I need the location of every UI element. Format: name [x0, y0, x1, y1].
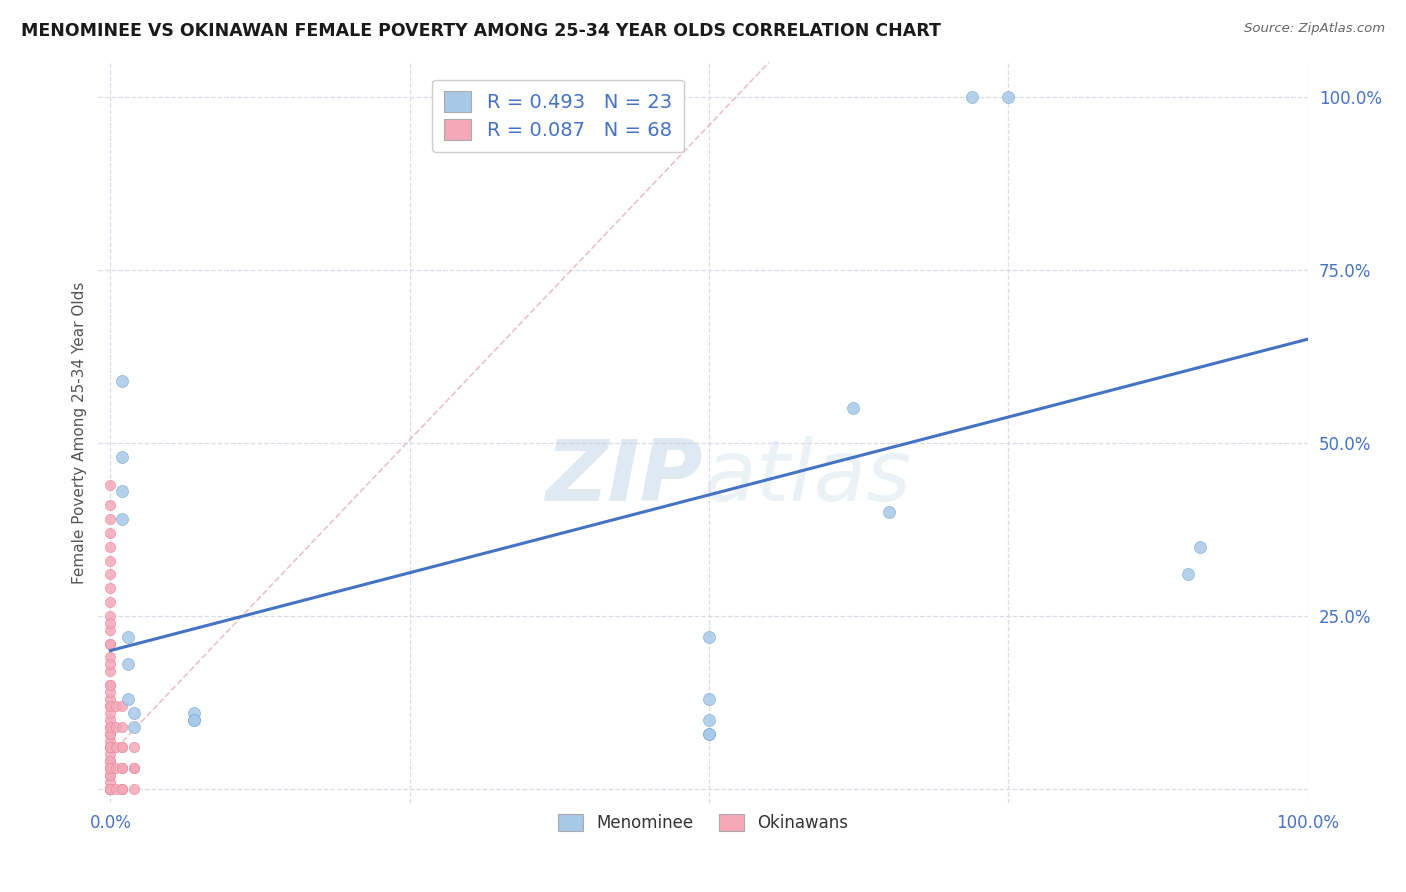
Point	[100, 623, 122, 637]
Point	[100, 477, 122, 491]
Point	[100, 615, 122, 630]
Point	[100, 781, 122, 796]
Point	[117, 657, 139, 672]
Point	[100, 692, 122, 706]
Point	[111, 720, 134, 734]
Point	[124, 740, 146, 755]
Point	[111, 512, 134, 526]
Point	[100, 595, 122, 609]
Text: Source: ZipAtlas.com: Source: ZipAtlas.com	[1244, 22, 1385, 36]
Point	[100, 733, 122, 747]
Point	[111, 781, 134, 796]
Point	[100, 678, 122, 692]
Point	[105, 698, 128, 713]
Point	[100, 657, 122, 672]
Point	[100, 726, 122, 740]
Point	[105, 720, 128, 734]
Point	[183, 706, 205, 720]
Point	[117, 630, 139, 644]
Point	[100, 781, 122, 796]
Point	[100, 740, 122, 755]
Point	[100, 685, 122, 699]
Point	[100, 740, 122, 755]
Point	[100, 720, 122, 734]
Point	[124, 761, 146, 775]
Point	[100, 754, 122, 768]
Point	[100, 781, 122, 796]
Point	[100, 637, 122, 651]
Point	[100, 706, 122, 720]
Text: atlas: atlas	[703, 435, 911, 518]
Point	[841, 401, 863, 416]
Point	[100, 761, 122, 775]
Point	[100, 747, 122, 762]
Point	[997, 90, 1019, 104]
Point	[100, 525, 122, 540]
Point	[117, 692, 139, 706]
Point	[100, 754, 122, 768]
Point	[100, 582, 122, 596]
Point	[100, 609, 122, 624]
Point	[105, 761, 128, 775]
Point	[105, 740, 128, 755]
Point	[111, 450, 134, 464]
Point	[100, 740, 122, 755]
Point	[111, 781, 134, 796]
Point	[124, 761, 146, 775]
Point	[100, 761, 122, 775]
Point	[100, 567, 122, 582]
Point	[100, 768, 122, 782]
Point	[962, 90, 984, 104]
Point	[100, 678, 122, 692]
Point	[100, 726, 122, 740]
Text: ZIP: ZIP	[546, 435, 703, 518]
Point	[100, 540, 122, 554]
Point	[100, 512, 122, 526]
Point	[111, 781, 134, 796]
Point	[100, 781, 122, 796]
Point	[100, 768, 122, 782]
Point	[697, 726, 720, 740]
Point	[1188, 540, 1211, 554]
Point	[100, 761, 122, 775]
Point	[100, 498, 122, 512]
Point	[111, 740, 134, 755]
Point	[124, 720, 146, 734]
Point	[111, 698, 134, 713]
Point	[100, 665, 122, 679]
Point	[100, 554, 122, 568]
Point	[100, 761, 122, 775]
Legend: Menominee, Okinawans: Menominee, Okinawans	[551, 807, 855, 838]
Point	[697, 726, 720, 740]
Point	[100, 637, 122, 651]
Point	[183, 713, 205, 727]
Point	[100, 775, 122, 789]
Y-axis label: Female Poverty Among 25-34 Year Olds: Female Poverty Among 25-34 Year Olds	[72, 282, 87, 583]
Text: MENOMINEE VS OKINAWAN FEMALE POVERTY AMONG 25-34 YEAR OLDS CORRELATION CHART: MENOMINEE VS OKINAWAN FEMALE POVERTY AMO…	[21, 22, 941, 40]
Point	[111, 761, 134, 775]
Point	[100, 740, 122, 755]
Point	[877, 505, 900, 519]
Point	[183, 713, 205, 727]
Point	[100, 698, 122, 713]
Point	[111, 761, 134, 775]
Point	[100, 713, 122, 727]
Point	[100, 781, 122, 796]
Point	[1177, 567, 1199, 582]
Point	[124, 706, 146, 720]
Point	[100, 650, 122, 665]
Point	[111, 740, 134, 755]
Point	[111, 484, 134, 499]
Point	[124, 781, 146, 796]
Point	[100, 781, 122, 796]
Point	[105, 781, 128, 796]
Point	[111, 374, 134, 388]
Point	[697, 713, 720, 727]
Point	[100, 698, 122, 713]
Point	[697, 692, 720, 706]
Point	[100, 720, 122, 734]
Point	[697, 630, 720, 644]
